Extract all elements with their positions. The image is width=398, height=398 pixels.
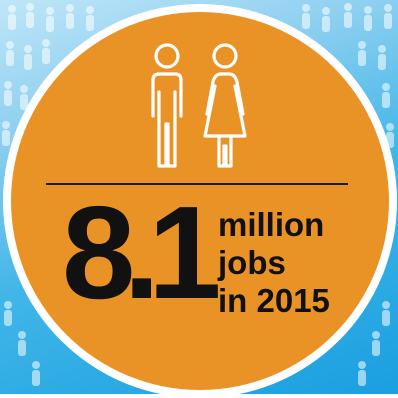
caption-line-2: jobs <box>218 244 286 281</box>
number-caption: million jobs in 2015 <box>218 206 330 320</box>
badge-disc <box>11 12 389 390</box>
divider-line <box>46 183 348 185</box>
female-person-icon <box>203 43 247 168</box>
people-icons <box>151 43 247 168</box>
male-person-icon <box>151 43 183 168</box>
caption-line-3: in 2015 <box>218 282 330 319</box>
headline-number: 8.1 <box>62 179 221 326</box>
caption-line-1: million <box>218 206 325 243</box>
